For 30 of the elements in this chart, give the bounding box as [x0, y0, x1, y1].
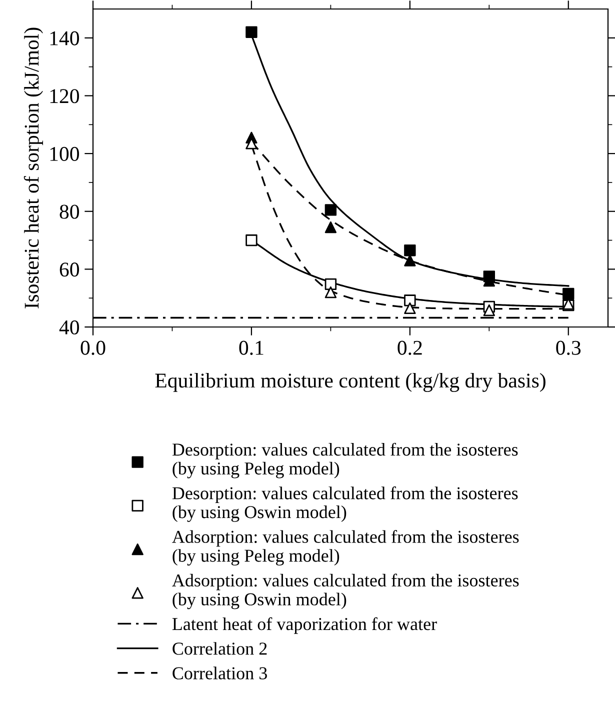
- point: [483, 304, 495, 316]
- x-tick-label: 0.0: [80, 340, 106, 355]
- point: [324, 286, 337, 298]
- legend-label: Latent heat of vaporization for water: [172, 617, 437, 634]
- legend-label: Adsorption: values calculated from the isosteres (by using Oswin model): [172, 574, 519, 610]
- y-axis-title: Isosteric heat of sorption (kJ/mol): [24, 28, 43, 308]
- y-tick-label: 40: [59, 320, 80, 334]
- legend-label: Correlation 2: [172, 642, 267, 655]
- x-tick-label: 0.2: [398, 340, 422, 355]
- legend-label: Desorption: values calculated from the isosteres (by using Oswin model): [172, 486, 518, 522]
- point: [404, 294, 416, 306]
- point: [404, 254, 416, 266]
- x-tick-label: 0.3: [556, 340, 581, 355]
- legend-label: Desorption: values calculated from the isosteres (by using Peleg model): [172, 442, 518, 478]
- x-tick-label: 0.1: [239, 340, 264, 355]
- point: [404, 244, 416, 256]
- y-tick-label: 80: [60, 204, 80, 219]
- legend-label: Correlation 3: [172, 666, 267, 680]
- y-tick-label: 100: [50, 146, 80, 161]
- y-tick-label: 60: [60, 262, 80, 277]
- point: [324, 221, 337, 234]
- point: [246, 26, 258, 38]
- x-axis-title: Equilibrium moisture content (kg/kg dry basis): [155, 372, 546, 392]
- point: [324, 278, 337, 290]
- point: [246, 234, 258, 246]
- legend-label: Adsorption: values calculated from the isosteres (by using Peleg model): [172, 530, 519, 566]
- point: [404, 302, 416, 314]
- y-tick-label: 120: [50, 89, 80, 104]
- y-tick-label: 140: [50, 31, 80, 46]
- point: [324, 204, 337, 216]
